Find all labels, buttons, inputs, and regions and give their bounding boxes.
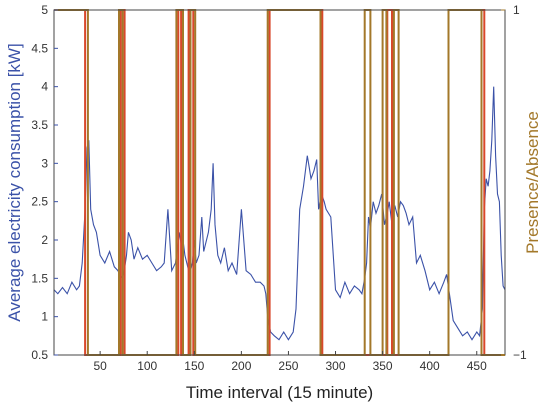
y-left-tick-label: 1 [41, 310, 48, 324]
axes-layer: 50 100 150 200 250 300 350 400 450 0.5 1 1.5 2 2.5 3 3.… [31, 3, 527, 373]
x-tick-label: 350 [373, 359, 393, 373]
y-left-tick-label: 2.5 [31, 195, 48, 209]
x-tick-label: 300 [326, 359, 346, 373]
y-left-axis-label: Average electricity consumption [kW] [5, 43, 24, 321]
x-tick-label: 450 [467, 359, 487, 373]
x-tick-label: 50 [93, 359, 107, 373]
x-tick-label: 250 [278, 359, 298, 373]
y-right-tick-label: 1 [513, 3, 520, 17]
x-tick-label: 150 [184, 359, 204, 373]
presence-line-1 [54, 9, 505, 356]
y-left-tick-label: 2 [41, 233, 48, 247]
y-left-tick-label: 1.5 [31, 271, 48, 285]
plot-frame [53, 9, 506, 356]
x-tick-label: 400 [420, 359, 440, 373]
y-right-axis-label: Presence/Absence [523, 111, 542, 254]
x-axis-label: Time interval (15 minute) [186, 383, 373, 402]
y-left-tick-label: 3.5 [31, 118, 48, 132]
y-left-tick-label: 5 [41, 3, 48, 17]
series-layer [53, 9, 506, 356]
y-left-tick-label: 4 [41, 80, 48, 94]
y-left-tick-label: 0.5 [31, 348, 48, 362]
presence-line-2 [54, 9, 505, 356]
consumption-line [53, 86, 506, 341]
x-tick-label: 100 [137, 359, 157, 373]
y-left-tick-label: 4.5 [31, 41, 48, 55]
y-left-tick-label: 3 [41, 156, 48, 170]
x-tick-label: 200 [231, 359, 251, 373]
y-right-tick-label: −1 [513, 348, 527, 362]
